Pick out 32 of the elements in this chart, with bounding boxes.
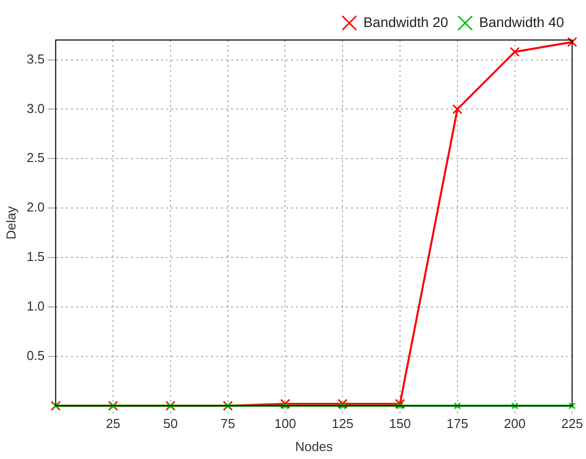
point	[568, 402, 576, 410]
point	[454, 402, 461, 410]
point	[282, 402, 289, 410]
point	[452, 104, 462, 114]
y-tick-label: 3.0	[26, 100, 45, 116]
legend-label: Bandwidth 40	[479, 14, 564, 30]
x-tick-label: 50	[163, 416, 178, 432]
legend-label: Bandwidth 20	[363, 14, 448, 30]
x-tick-label: 150	[389, 416, 411, 432]
y-tick-label: 1.5	[26, 249, 45, 264]
point	[396, 402, 404, 410]
y-tick-label: 0.5	[26, 348, 45, 363]
x-tick-label: 75	[220, 416, 236, 432]
y-tick-label: 3.5	[26, 51, 45, 66]
point	[395, 398, 405, 409]
y-tick-label: 1.0	[26, 298, 45, 314]
x-axis-title: Nodes	[295, 438, 334, 454]
x-tick-label: 125	[332, 416, 354, 432]
x-tick-label: 225	[561, 416, 584, 432]
point	[338, 398, 348, 409]
y-tick-label: 2.5	[26, 150, 45, 166]
x-tick-label: 100	[274, 416, 296, 432]
point	[511, 402, 518, 410]
point	[567, 36, 578, 47]
point	[339, 402, 346, 410]
point	[510, 46, 520, 57]
x-tick-label: 175	[446, 416, 468, 432]
x-tick-label: 25	[106, 416, 120, 432]
point	[280, 398, 290, 409]
y-axis-title: Delay	[3, 206, 18, 240]
y-tick-label: 2.0	[26, 200, 45, 215]
x-tick-label: 200	[504, 416, 526, 432]
